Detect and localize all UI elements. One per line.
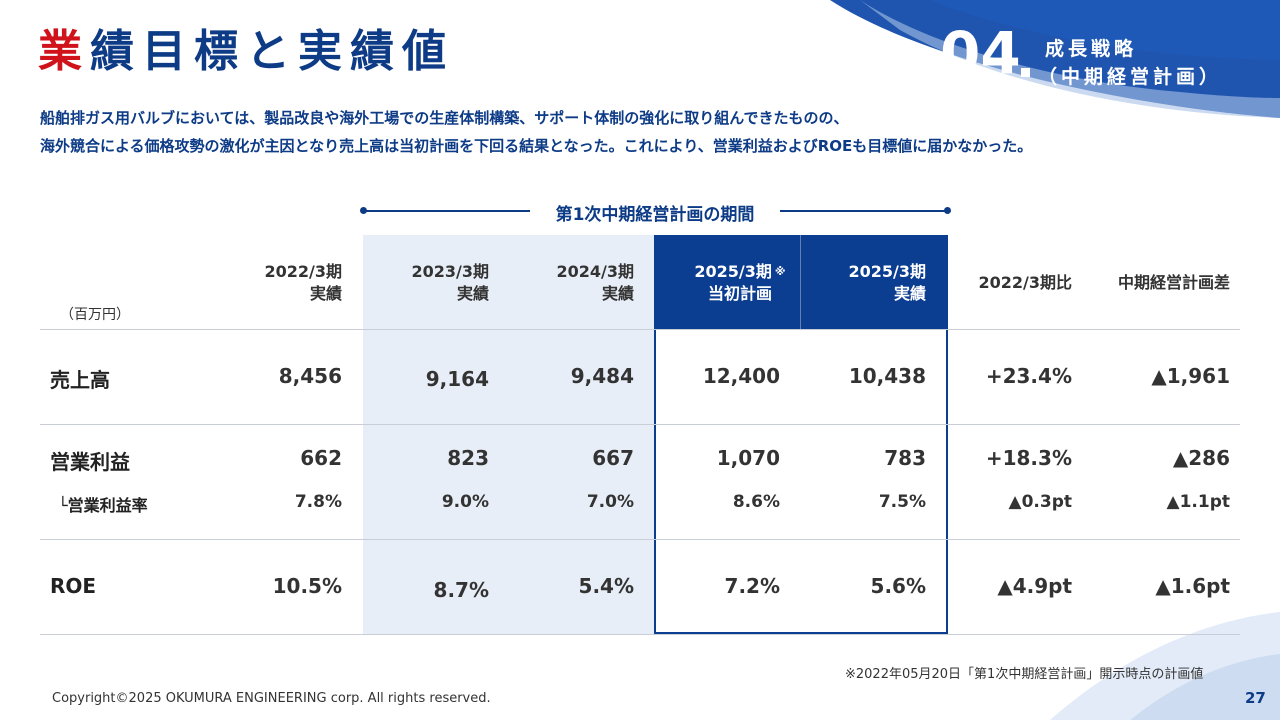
intro-text: 船舶排ガス用バルブにおいては、製品改良や海外工場での生産体制構築、サポート体制の… (40, 104, 1032, 160)
col-header-line1: 2025/3期 (848, 262, 926, 281)
section-dot (1021, 68, 1030, 77)
col-header-line1: 2022/3期 (264, 262, 342, 281)
row-label-roe: ROE (50, 574, 97, 598)
period-start-dot (360, 207, 367, 214)
col-header-line1: 中期経営計画差 (1117, 273, 1230, 292)
unit-label: （百万円） (60, 307, 130, 323)
title-accent: 業 (38, 26, 90, 77)
cell-operating-margin: 9.0% (441, 492, 489, 512)
footnote: ※2022年05月20日「第1次中期経営計画」開示時点の計画値 (845, 667, 1204, 682)
period-label: 第1次中期経営計画の期間 (530, 200, 780, 225)
page-number: 27 (1245, 689, 1266, 707)
cell-operating-margin: 7.0% (586, 492, 634, 512)
intro-line-2: 海外競合による価格攻勢の激化が主因となり売上高は当初計画を下回る結果となった。こ… (40, 137, 1033, 155)
cell-roe: ▲1.6pt (1155, 574, 1230, 598)
note-mark: ※ (774, 265, 786, 278)
header-rule (40, 329, 1240, 330)
cell-roe: ▲4.9pt (997, 574, 1072, 598)
col-header-line1: 2025/3期 (694, 262, 772, 281)
cell-roe: 8.7% (433, 578, 489, 602)
cell-roe: 5.6% (870, 574, 926, 598)
cell-sales: 8,456 (278, 364, 342, 388)
highlight-box (654, 329, 948, 634)
section-subtitle: （中期経営計画） (1038, 66, 1223, 88)
cell-operating-margin: 7.5% (878, 492, 926, 512)
cell-operating-margin: 8.6% (732, 492, 780, 512)
copyright: Copyright©2025 OKUMURA ENGINEERING corp.… (52, 691, 491, 706)
col-header-highlight: 2025/3期 ※ 当初計画 (670, 261, 810, 305)
col-header: 中期経営計画差 (1080, 272, 1230, 294)
cell-operating-margin: ▲1.1pt (1166, 492, 1230, 512)
highlight-divider (800, 235, 801, 329)
highlight-header (654, 235, 948, 329)
col-header-line2: 実績 (601, 284, 634, 303)
section-number: 04 (940, 19, 1021, 87)
page-title: 業績目標と実績値 (38, 26, 454, 79)
cell-sales: ▲1,961 (1151, 364, 1230, 388)
cell-sales: 12,400 (702, 364, 780, 388)
cell-operating-profit: 667 (592, 446, 634, 470)
period-end-dot (944, 207, 951, 214)
col-header-line2: 実績 (456, 284, 489, 303)
col-header-line1: 2022/3期比 (978, 273, 1072, 292)
cell-roe: 10.5% (272, 574, 342, 598)
row-label-operating-profit: 営業利益 (50, 450, 130, 474)
cell-operating-profit: ▲286 (1172, 446, 1230, 470)
col-header-line2: 実績 (309, 284, 342, 303)
cell-operating-profit: 783 (884, 446, 926, 470)
cell-operating-margin: 7.8% (294, 492, 342, 512)
col-header: 2022/3期比 (952, 272, 1072, 294)
shaded-columns (363, 235, 654, 634)
cell-roe: 5.4% (578, 574, 634, 598)
cell-roe: 7.2% (724, 574, 780, 598)
col-header: 2023/3期 実績 (369, 261, 489, 305)
table-bottom-rule (40, 634, 1240, 635)
row-rule (40, 424, 1240, 425)
title-rest: 績目標と実績値 (90, 26, 454, 77)
col-header-line1: 2024/3期 (556, 262, 634, 281)
cell-operating-profit: 662 (300, 446, 342, 470)
row-label-sales: 売上高 (50, 368, 110, 392)
col-header: 2024/3期 実績 (514, 261, 634, 305)
col-header-line2: 当初計画 (707, 284, 772, 303)
cell-sales: 9,484 (570, 364, 634, 388)
intro-line-1: 船舶排ガス用バルブにおいては、製品改良や海外工場での生産体制構築、サポート体制の… (40, 109, 849, 127)
section-title: 成長戦略 (1045, 38, 1138, 60)
cell-sales: 10,438 (848, 364, 926, 388)
col-header-line2: 実績 (893, 284, 926, 303)
cell-operating-profit: 823 (447, 446, 489, 470)
cell-operating-margin: ▲0.3pt (1008, 492, 1072, 512)
col-header: 2022/3期 実績 (222, 261, 342, 305)
cell-operating-profit: +18.3% (985, 446, 1072, 470)
col-header-line1: 2023/3期 (411, 262, 489, 281)
cell-sales: +23.4% (985, 364, 1072, 388)
col-header-highlight: 2025/3期 実績 (806, 261, 926, 305)
cell-operating-profit: 1,070 (716, 446, 780, 470)
cell-sales: 9,164 (425, 367, 489, 391)
row-label-operating-margin: └営業利益率 (58, 496, 148, 515)
row-rule (40, 539, 1240, 540)
